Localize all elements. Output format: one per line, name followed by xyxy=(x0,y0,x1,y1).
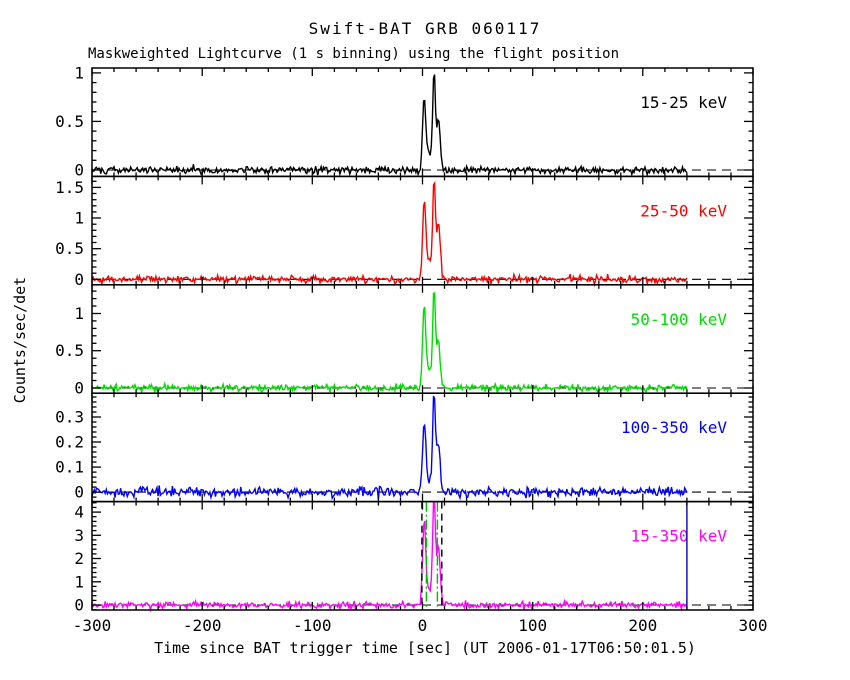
legend-label-band-100-350: 100-350 keV xyxy=(621,418,727,437)
legend-label-band-15-25: 15-25 keV xyxy=(640,93,727,112)
y-tick-label: 1 xyxy=(74,63,84,82)
y-tick-label: 0.2 xyxy=(55,433,84,452)
x-tick-label: 100 xyxy=(518,616,547,635)
y-tick-label: 0 xyxy=(74,596,84,615)
legend-label-band-25-50: 25-50 keV xyxy=(640,201,727,220)
x-tick-label: -300 xyxy=(73,616,112,635)
y-tick-label: 0.5 xyxy=(55,239,84,258)
y-tick-label: 1 xyxy=(74,209,84,228)
legend-label-band-50-100: 50-100 keV xyxy=(631,310,728,329)
x-axis-label: Time since BAT trigger time [sec] (UT 20… xyxy=(154,639,696,657)
x-tick-label: 300 xyxy=(739,616,768,635)
y-tick-label: 0 xyxy=(74,483,84,502)
x-tick-label: -200 xyxy=(183,616,222,635)
chart-subtitle: Maskweighted Lightcurve (1 s binning) us… xyxy=(88,46,620,62)
chart-title: Swift-BAT GRB 060117 xyxy=(308,19,542,38)
lightcurve-band-100-350 xyxy=(91,395,688,501)
y-tick-label: 1 xyxy=(74,304,84,323)
y-tick-label: 1 xyxy=(74,572,84,591)
lightcurve-band-15-350 xyxy=(91,500,688,613)
y-tick-label: 0.5 xyxy=(55,341,84,360)
y-tick-label: 1.5 xyxy=(55,178,84,197)
x-tick-label: 0 xyxy=(418,616,428,635)
y-tick-label: 3 xyxy=(74,526,84,545)
x-tick-label: 200 xyxy=(628,616,657,635)
lightcurve-band-25-50 xyxy=(91,181,688,288)
y-tick-label: 0.5 xyxy=(55,112,84,131)
y-tick-label: 2 xyxy=(74,549,84,568)
y-tick-label: 4 xyxy=(74,503,84,522)
lightcurve-band-50-100 xyxy=(91,291,688,395)
lightcurve-band-15-25 xyxy=(91,74,688,178)
y-tick-label: 0.3 xyxy=(55,408,84,427)
legend-label-band-15-350: 15-350 keV xyxy=(631,527,728,546)
y-tick-label: 0 xyxy=(74,270,84,289)
y-tick-label: 0 xyxy=(74,161,84,180)
y-tick-label: 0.1 xyxy=(55,458,84,477)
x-tick-label: -100 xyxy=(293,616,332,635)
y-tick-label: 0 xyxy=(74,379,84,398)
